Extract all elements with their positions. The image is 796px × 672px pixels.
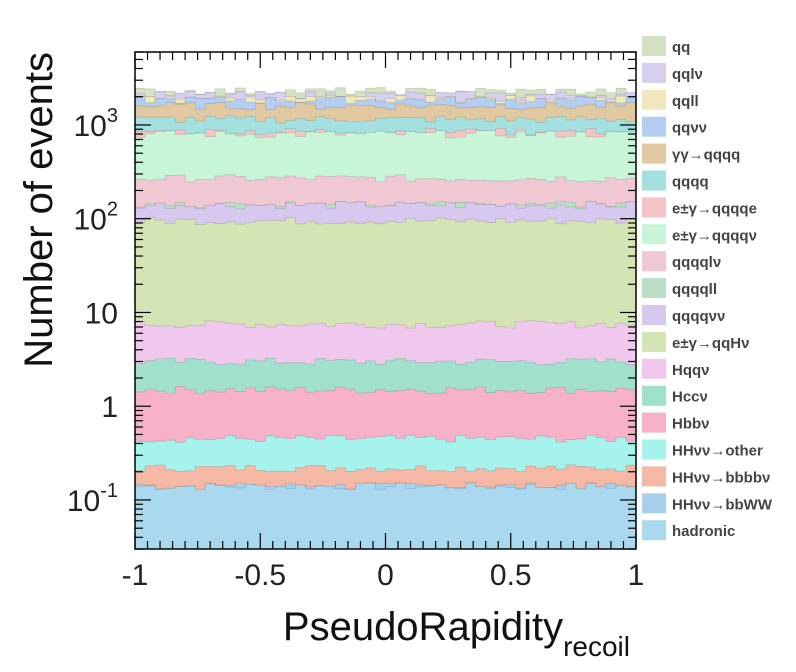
legend-entry: γγ→qqqq: [642, 143, 740, 164]
legend-swatch: [642, 305, 666, 325]
stacked-areas: [134, 87, 637, 550]
legend-entry: qqlν: [642, 62, 703, 83]
legend-swatch: [642, 143, 666, 164]
legend-entry: qqqqll: [642, 278, 717, 299]
legend-swatch: [642, 331, 666, 352]
legend-label: qqll: [672, 93, 699, 110]
legend-swatch: [642, 493, 666, 514]
y-tick-labels: 10-1 1 10 102 103: [67, 105, 118, 518]
legend-entry: hadronic: [642, 520, 735, 541]
legend-entry: qqνν: [642, 116, 707, 137]
legend-swatch: [642, 278, 666, 299]
legend-swatch: [642, 224, 666, 245]
legend-label: hadronic: [672, 523, 735, 540]
legend-label: HHνν→bbWW: [672, 496, 773, 513]
legend-label: qq: [672, 39, 690, 56]
x-tick-label: 0.5: [490, 559, 532, 592]
y-axis-title: Number of events: [17, 52, 61, 368]
y-tick-label: 10-1: [67, 480, 118, 518]
legend-swatch: [642, 439, 666, 460]
legend-label: qqqqll: [672, 281, 717, 298]
legend-label: Hqqν: [672, 362, 710, 379]
legend-swatch: [642, 116, 666, 137]
legend-entry: qqqq: [642, 170, 709, 191]
legend-entry: HHνν→other: [642, 439, 763, 460]
legend-label: e±γ→qqqqe: [672, 200, 757, 217]
legend-label: qqqq: [672, 174, 709, 191]
legend-swatch: [642, 36, 666, 56]
legend-swatch: [642, 520, 666, 541]
legend-entry: qq: [642, 36, 690, 56]
legend-entry: e±γ→qqqqe: [642, 197, 757, 218]
legend-entry: qqll: [642, 89, 699, 110]
legend-label: HHνν→bbbbν: [672, 469, 770, 486]
legend-entry: qqqqνν: [642, 305, 725, 325]
x-tick-labels: -1 -0.5 0 0.5 1: [122, 559, 645, 592]
legend-swatch: [642, 197, 666, 218]
x-axis-title: PseudoRapidityrecoil: [283, 605, 630, 662]
legend-label: e±γ→qqqqν: [672, 227, 757, 244]
legend-label: Hccν: [672, 389, 708, 406]
y-tick-label: 103: [74, 105, 119, 143]
legend: qqqqlνqqllqqννγγ→qqqqqqqqe±γ→qqqqee±γ→qq…: [642, 36, 773, 541]
legend-entry: Hqqν: [642, 358, 710, 379]
legend-label: qqνν: [672, 120, 707, 137]
y-tick-label: 1: [101, 391, 118, 424]
legend-label: Hbbν: [672, 416, 710, 433]
x-axis-title-subscript: recoil: [563, 631, 630, 662]
y-tick-label: 102: [74, 199, 119, 237]
series-area: [134, 482, 637, 550]
legend-swatch: [642, 170, 666, 191]
y-tick-label: 10: [85, 297, 118, 330]
x-tick-label: 0: [377, 559, 394, 592]
legend-label: qqqqνν: [672, 308, 725, 325]
legend-entry: HHνν→bbWW: [642, 493, 773, 514]
legend-swatch: [642, 385, 666, 406]
legend-label: qqlν: [672, 66, 703, 83]
legend-swatch: [642, 251, 666, 272]
legend-swatch: [642, 466, 666, 487]
axis-ticks: [134, 51, 637, 550]
legend-entry: qqqqlν: [642, 251, 721, 272]
legend-swatch: [642, 358, 666, 379]
legend-entry: Hccν: [642, 385, 708, 406]
legend-entry: Hbbν: [642, 412, 710, 433]
legend-entry: e±γ→qqqqν: [642, 224, 757, 245]
legend-swatch: [642, 89, 666, 110]
x-tick-label: -1: [122, 559, 149, 592]
legend-label: γγ→qqqq: [672, 147, 740, 164]
legend-label: qqqqlν: [672, 254, 721, 271]
legend-swatch: [642, 412, 666, 433]
x-tick-label: 1: [628, 559, 645, 592]
legend-label: HHνν→other: [672, 443, 763, 460]
legend-entry: HHνν→bbbbν: [642, 466, 770, 487]
legend-label: e±γ→qqHν: [672, 335, 749, 352]
legend-entry: e±γ→qqHν: [642, 331, 749, 352]
legend-swatch: [642, 62, 666, 83]
x-tick-label: -0.5: [234, 559, 286, 592]
